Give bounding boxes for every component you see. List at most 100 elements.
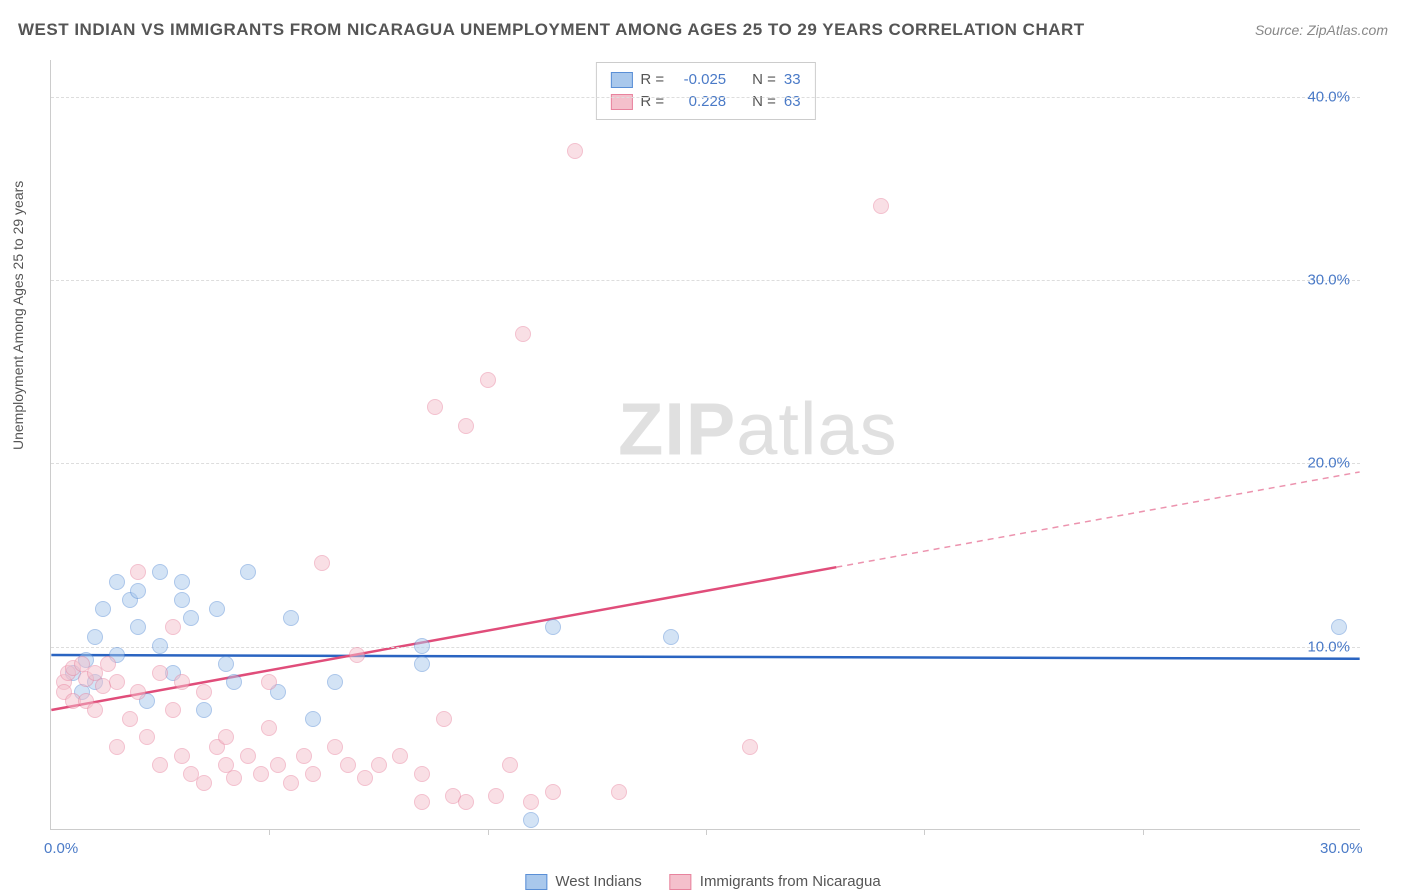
stats-legend: R =-0.025N =33R =0.228N =63 <box>595 62 815 120</box>
data-point <box>122 711 138 727</box>
data-point <box>196 684 212 700</box>
data-point <box>283 610 299 626</box>
series-legend: West Indians Immigrants from Nicaragua <box>525 873 880 890</box>
data-point <box>174 574 190 590</box>
data-point <box>130 583 146 599</box>
data-point <box>545 784 561 800</box>
y-tick-label: 20.0% <box>1307 455 1350 472</box>
data-point <box>196 775 212 791</box>
data-point <box>165 702 181 718</box>
data-point <box>314 555 330 571</box>
n-label: N = <box>752 91 776 113</box>
gridline <box>51 463 1360 464</box>
data-point <box>152 757 168 773</box>
data-point <box>523 794 539 810</box>
legend-swatch <box>670 874 692 890</box>
y-tick-label: 10.0% <box>1307 638 1350 655</box>
data-point <box>240 564 256 580</box>
data-point <box>95 601 111 617</box>
data-point <box>742 739 758 755</box>
data-point <box>109 674 125 690</box>
data-point <box>436 711 452 727</box>
data-point <box>296 748 312 764</box>
data-point <box>261 720 277 736</box>
data-point <box>545 619 561 635</box>
data-point <box>270 757 286 773</box>
r-value: -0.025 <box>672 69 726 91</box>
stats-legend-row: R =0.228N =63 <box>610 91 800 113</box>
data-point <box>174 674 190 690</box>
legend-label: West Indians <box>555 873 641 890</box>
source-attribution: Source: ZipAtlas.com <box>1255 22 1388 38</box>
y-tick-label: 40.0% <box>1307 88 1350 105</box>
gridline <box>51 280 1360 281</box>
data-point <box>502 757 518 773</box>
data-point <box>305 711 321 727</box>
n-value: 33 <box>784 69 801 91</box>
data-point <box>165 619 181 635</box>
gridline <box>51 647 1360 648</box>
r-label: R = <box>640 91 664 113</box>
y-axis-label: Unemployment Among Ages 25 to 29 years <box>10 181 26 450</box>
regression-line <box>51 655 1359 659</box>
x-tick-mark <box>924 829 925 835</box>
data-point <box>152 638 168 654</box>
gridline <box>51 97 1360 98</box>
data-point <box>480 372 496 388</box>
x-tick-mark <box>488 829 489 835</box>
legend-item: Immigrants from Nicaragua <box>670 873 881 890</box>
data-point <box>218 729 234 745</box>
data-point <box>130 684 146 700</box>
chart-plot-area: ZIPatlas R =-0.025N =33R =0.228N =63 10.… <box>50 60 1360 830</box>
data-point <box>261 674 277 690</box>
regression-line <box>51 567 836 710</box>
data-point <box>427 399 443 415</box>
data-point <box>226 770 242 786</box>
data-point <box>873 198 889 214</box>
data-point <box>152 564 168 580</box>
legend-swatch <box>610 72 632 88</box>
watermark: ZIPatlas <box>618 387 897 472</box>
data-point <box>130 564 146 580</box>
data-point <box>663 629 679 645</box>
data-point <box>100 656 116 672</box>
data-point <box>458 794 474 810</box>
data-point <box>174 592 190 608</box>
data-point <box>611 784 627 800</box>
y-tick-label: 30.0% <box>1307 272 1350 289</box>
data-point <box>327 674 343 690</box>
data-point <box>152 665 168 681</box>
data-point <box>327 739 343 755</box>
data-point <box>340 757 356 773</box>
data-point <box>523 812 539 828</box>
data-point <box>1331 619 1347 635</box>
data-point <box>240 748 256 764</box>
data-point <box>109 574 125 590</box>
data-point <box>371 757 387 773</box>
data-point <box>414 638 430 654</box>
data-point <box>174 748 190 764</box>
data-point <box>253 766 269 782</box>
data-point <box>414 656 430 672</box>
data-point <box>567 143 583 159</box>
data-point <box>218 656 234 672</box>
x-tick-label: 30.0% <box>1320 840 1363 857</box>
n-label: N = <box>752 69 776 91</box>
data-point <box>305 766 321 782</box>
data-point <box>209 601 225 617</box>
legend-swatch <box>525 874 547 890</box>
legend-label: Immigrants from Nicaragua <box>700 873 881 890</box>
data-point <box>139 729 155 745</box>
data-point <box>87 629 103 645</box>
data-point <box>226 674 242 690</box>
data-point <box>109 739 125 755</box>
x-tick-label: 0.0% <box>44 840 78 857</box>
r-value: 0.228 <box>672 91 726 113</box>
regression-lines <box>51 60 1360 829</box>
r-label: R = <box>640 69 664 91</box>
data-point <box>392 748 408 764</box>
chart-title: WEST INDIAN VS IMMIGRANTS FROM NICARAGUA… <box>18 20 1085 40</box>
stats-legend-row: R = -0.025 N = 33 <box>610 69 800 91</box>
data-point <box>515 326 531 342</box>
x-tick-mark <box>1143 829 1144 835</box>
